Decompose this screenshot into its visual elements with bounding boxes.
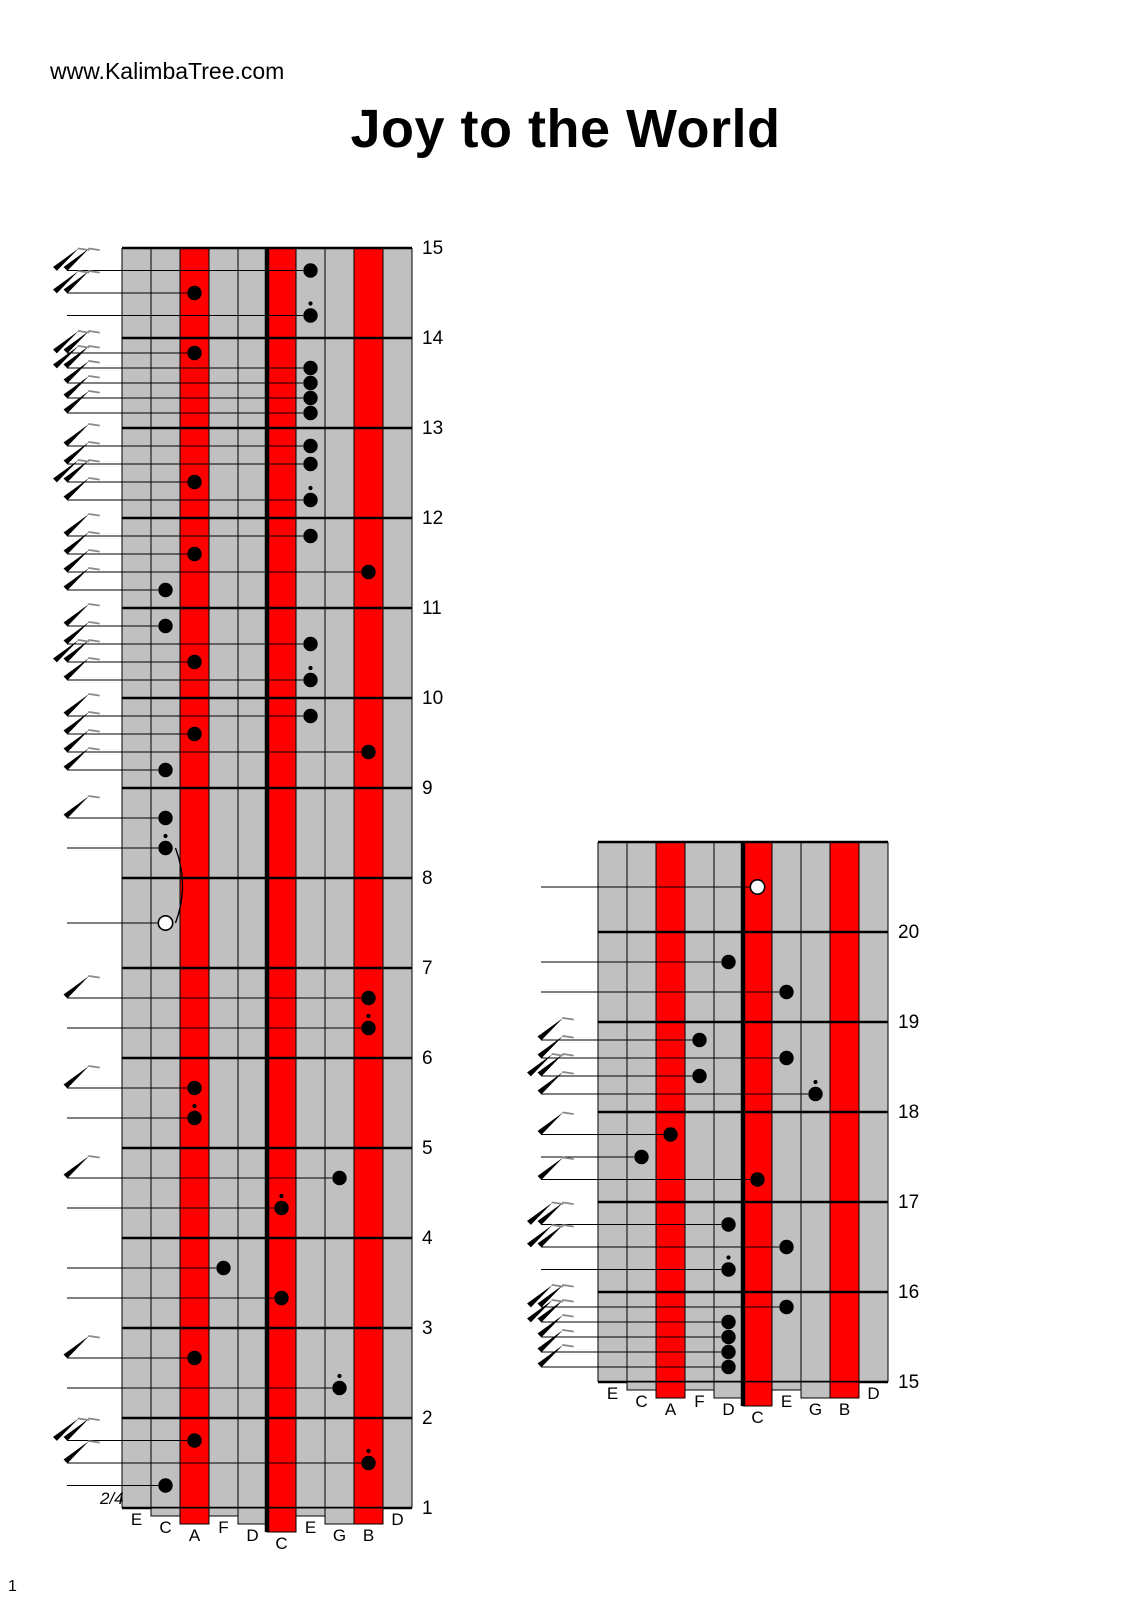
svg-text:15: 15	[898, 1372, 919, 1393]
svg-text:11: 11	[422, 598, 442, 619]
svg-text:8: 8	[422, 868, 433, 889]
svg-text:D: D	[246, 1526, 258, 1545]
svg-text:A: A	[189, 1526, 201, 1545]
svg-text:3: 3	[422, 1318, 433, 1339]
svg-text:C: C	[159, 1518, 171, 1537]
svg-text:2: 2	[422, 1408, 433, 1429]
svg-text:F: F	[694, 1392, 704, 1411]
svg-text:20: 20	[898, 922, 919, 943]
svg-text:4: 4	[422, 1228, 433, 1249]
svg-text:D: D	[391, 1510, 403, 1529]
svg-text:B: B	[839, 1400, 850, 1419]
svg-text:E: E	[131, 1510, 142, 1529]
svg-text:C: C	[635, 1392, 647, 1411]
svg-text:1: 1	[422, 1498, 433, 1519]
svg-text:G: G	[333, 1526, 346, 1545]
svg-text:15: 15	[422, 238, 443, 259]
svg-text:D: D	[867, 1384, 879, 1403]
svg-text:D: D	[722, 1400, 734, 1419]
svg-text:2/4: 2/4	[99, 1489, 124, 1508]
svg-text:14: 14	[422, 328, 444, 349]
svg-text:C: C	[275, 1534, 287, 1553]
svg-text:E: E	[781, 1392, 792, 1411]
svg-text:16: 16	[898, 1282, 919, 1303]
svg-text:G: G	[809, 1400, 822, 1419]
svg-text:9: 9	[422, 778, 433, 799]
svg-text:A: A	[665, 1400, 677, 1419]
svg-text:6: 6	[422, 1048, 433, 1069]
svg-text:E: E	[607, 1384, 618, 1403]
svg-text:19: 19	[898, 1012, 919, 1033]
svg-text:5: 5	[422, 1138, 433, 1159]
svg-text:13: 13	[422, 418, 443, 439]
svg-text:10: 10	[422, 688, 443, 709]
svg-text:7: 7	[422, 958, 433, 979]
svg-text:F: F	[218, 1518, 228, 1537]
svg-text:B: B	[363, 1526, 374, 1545]
svg-text:17: 17	[898, 1192, 919, 1213]
svg-text:C: C	[751, 1408, 763, 1427]
svg-text:12: 12	[422, 508, 443, 529]
svg-text:18: 18	[898, 1102, 919, 1123]
svg-text:E: E	[305, 1518, 316, 1537]
